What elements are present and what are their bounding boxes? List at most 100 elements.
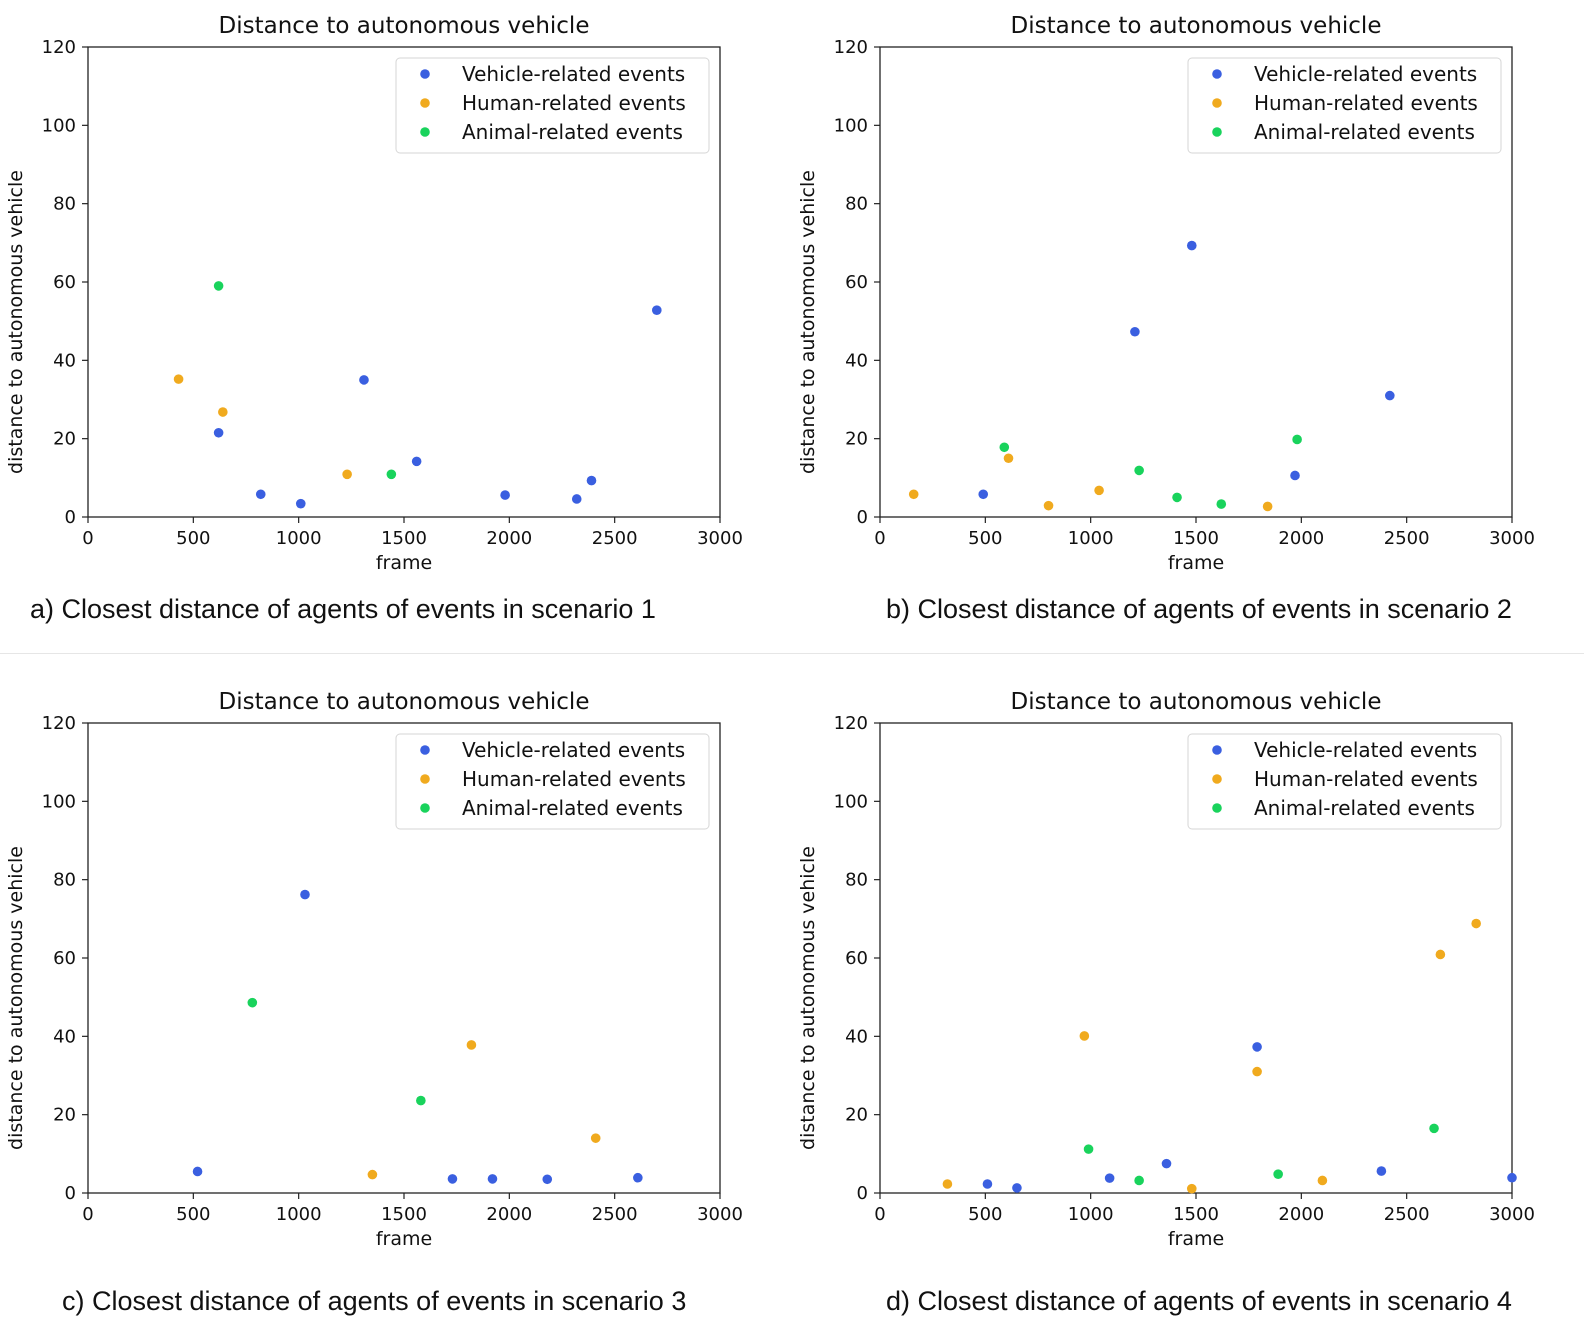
y-tick-label: 0 [857,507,868,528]
y-tick-label: 100 [42,115,76,136]
legend-box [1187,733,1502,830]
point-vehicle-related-events [1104,1173,1115,1183]
legend-marker-human-related-events [420,774,430,784]
x-tick-label: 2000 [1278,1204,1324,1225]
x-tick-label: 2000 [486,528,532,549]
panel-scenario-4: Distance to autonomous vehicle 0 500 1000 15… [792,676,1584,1336]
y-tick-label: 100 [834,791,868,812]
x-tick-label: 0 [874,1204,885,1225]
point-human-related-events [1435,949,1446,960]
x-tick-label: 2000 [1278,528,1324,549]
x-tick-label: 1500 [1173,528,1219,549]
point-vehicle-related-events [978,489,989,500]
series-human-related-events [942,918,1481,1194]
x-tick-label: 1000 [1068,1204,1114,1225]
x-tick-label: 3000 [697,1204,743,1225]
y-tick-label: 80 [53,870,76,891]
y-tick-label: 60 [53,272,76,293]
series-animal-related-events [1083,1123,1439,1186]
point-vehicle-related-events [633,1172,643,1183]
legend-box [1187,57,1502,154]
x-tick-label: 2500 [592,528,638,549]
x-axis-label: frame [376,552,432,574]
point-animal-related-events [1083,1144,1094,1154]
point-animal-related-events [1216,499,1227,509]
point-vehicle-related-events [192,1166,203,1177]
point-human-related-events [1471,918,1481,929]
caption-scenario-3: c) Closest distance of agents of events … [62,1286,687,1316]
x-tick-label: 3000 [1489,1204,1535,1225]
y-tick-label: 120 [834,713,868,734]
series-human-related-events [367,1040,601,1180]
point-human-related-events [1043,500,1054,511]
y-tick-label: 20 [845,429,868,450]
x-tick-label: 3000 [697,528,743,549]
x-tick-label: 0 [82,1204,93,1225]
y-tick-label: 120 [42,37,76,58]
series-animal-related-events [999,434,1302,509]
point-vehicle-related-events [213,427,224,438]
point-animal-related-events [386,469,397,480]
y-tick-label: 80 [53,194,76,215]
legend-label-animal-related-events: Animal-related events [1254,796,1475,820]
y-tick-label: 100 [42,791,76,812]
x-axis-label: frame [376,1228,432,1250]
x-tick-label: 2500 [1384,1204,1430,1225]
x-axis-label: frame [1168,552,1224,574]
series-vehicle-related-events [982,1042,1517,1193]
chart-title: Distance to autonomous vehicle [1011,13,1382,39]
legend-marker-human-related-events [1212,774,1222,784]
series-human-related-events [908,453,1273,512]
legend-label-human-related-events: Human-related events [462,91,686,115]
legend-marker-animal-related-events [420,127,430,137]
y-tick-label: 20 [53,1105,76,1126]
legend-marker-animal-related-events [420,803,430,813]
y-tick-label: 40 [53,350,76,371]
x-tick-label: 1500 [381,528,427,549]
point-animal-related-events [1292,434,1302,445]
x-tick-label: 2500 [1384,528,1430,549]
legend-label-human-related-events: Human-related events [1254,767,1478,791]
x-tick-label: 1000 [276,528,322,549]
legend: Vehicle-related events Human-related even… [1187,733,1502,830]
y-tick-label: 120 [834,37,868,58]
legend-marker-human-related-events [420,98,430,108]
point-animal-related-events [1429,1123,1439,1134]
point-vehicle-related-events [1252,1042,1262,1052]
point-animal-related-events [1273,1169,1283,1179]
x-tick-label: 1000 [1068,528,1114,549]
chart-title: Distance to autonomous vehicle [219,13,590,39]
point-animal-related-events [213,281,224,291]
x-tick-label: 500 [968,1204,1002,1225]
point-human-related-events [1262,501,1273,512]
point-vehicle-related-events [295,498,306,509]
point-vehicle-related-events [1130,326,1140,337]
series-vehicle-related-events [213,305,662,509]
y-tick-label: 60 [845,272,868,293]
point-animal-related-events [1172,492,1182,503]
point-vehicle-related-events [447,1174,458,1184]
point-vehicle-related-events [1161,1158,1172,1169]
point-animal-related-events [999,442,1010,453]
point-vehicle-related-events [359,375,369,385]
point-vehicle-related-events [500,490,510,500]
y-tick-label: 20 [845,1105,868,1126]
point-animal-related-events [1134,465,1144,476]
series-vehicle-related-events [192,889,643,1185]
legend-label-animal-related-events: Animal-related events [462,796,683,820]
caption-scenario-1: a) Closest distance of agents of events … [30,594,656,624]
point-vehicle-related-events [255,489,266,500]
point-vehicle-related-events [586,475,597,486]
x-tick-label: 1500 [1173,1204,1219,1225]
y-tick-label: 0 [857,1183,868,1204]
legend-label-vehicle-related-events: Vehicle-related events [1254,62,1477,86]
y-tick-label: 120 [42,713,76,734]
point-vehicle-related-events [411,456,422,467]
point-human-related-events [1186,1183,1197,1194]
point-human-related-events [590,1133,601,1143]
y-tick-label: 40 [845,1026,868,1047]
x-tick-label: 2000 [486,1204,532,1225]
